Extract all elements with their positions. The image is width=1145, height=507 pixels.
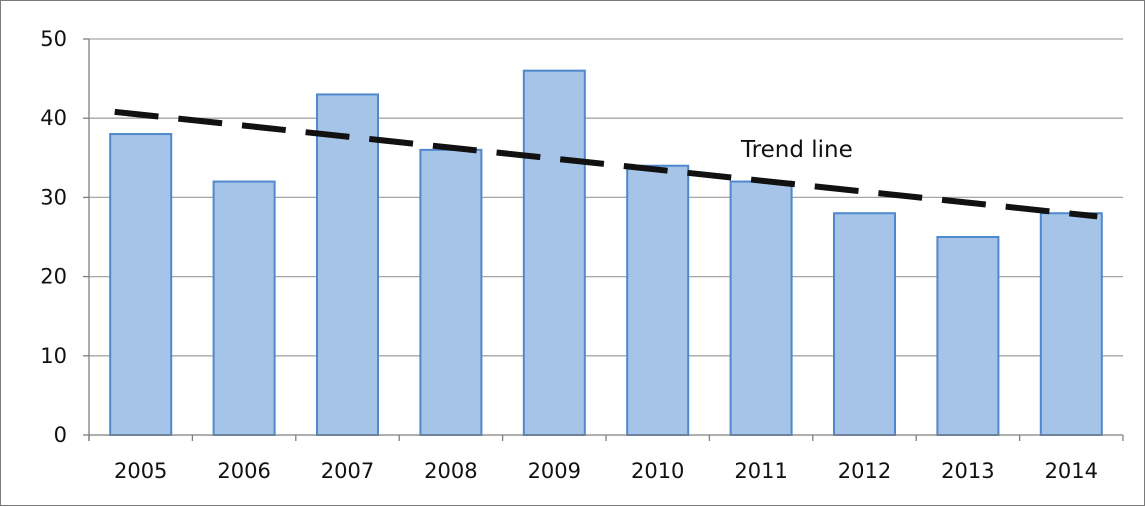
bars <box>109 69 1103 437</box>
bar-2010 <box>626 164 690 436</box>
x-tick-label: 2014 <box>1045 459 1098 483</box>
x-tick-label: 2007 <box>321 459 374 483</box>
bar-2007 <box>316 93 379 436</box>
y-tick-label: 10 <box>40 344 67 368</box>
bar-2012 <box>833 212 896 436</box>
y-tick-label: 30 <box>40 185 67 209</box>
bar-2011 <box>729 180 793 436</box>
x-tick-label: 2005 <box>114 459 167 483</box>
axes <box>83 38 1124 441</box>
bar-2008 <box>419 148 483 436</box>
x-tick-label: 2008 <box>424 459 477 483</box>
y-tick-label: 20 <box>40 265 67 289</box>
bar-2009 <box>522 69 586 437</box>
x-tick-label: 2006 <box>217 459 270 483</box>
bar-2013 <box>936 236 1000 436</box>
bar-2005 <box>109 133 173 436</box>
y-tick-label: 50 <box>40 27 67 51</box>
y-tick-label: 40 <box>40 106 67 130</box>
x-tick-label: 2009 <box>528 459 581 483</box>
tick-labels: 0 10 20 30 40 50 2005 2006 2007 2008 2009 2010 2011 2… <box>40 27 1098 483</box>
trend-line-group <box>114 108 1098 220</box>
y-tick-label: 0 <box>54 423 67 447</box>
x-tick-label: 2013 <box>941 459 994 483</box>
x-tick-label: 2012 <box>838 459 891 483</box>
x-tick-label: 2011 <box>734 459 787 483</box>
trend-line-label: Trend line <box>740 137 853 163</box>
trend-line <box>114 108 1098 220</box>
bar-2006 <box>212 180 276 436</box>
x-tick-label: 2010 <box>631 459 684 483</box>
bar-2014 <box>1039 212 1103 436</box>
